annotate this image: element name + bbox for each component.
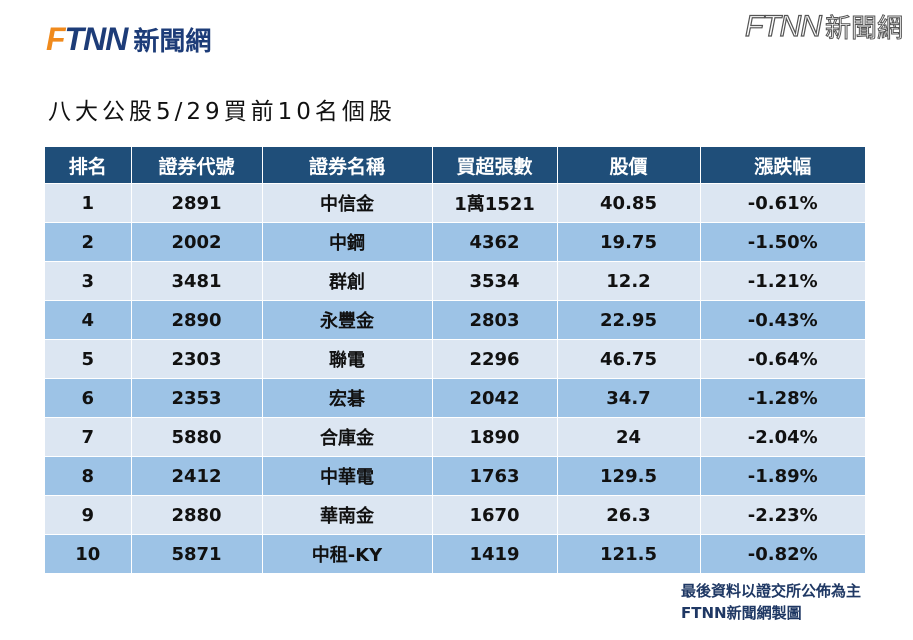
source-note: 最後資料以證交所公佈為主 FTNN新聞網製圖 (681, 580, 861, 624)
ftnn-logo-tnn: TNN (64, 21, 129, 57)
cell-price: 129.5 (557, 456, 701, 496)
table-row: 4 2890 永豐金 2803 22.95 -0.43% (45, 300, 865, 340)
cell-rank: 9 (45, 495, 132, 535)
source-note-line2: FTNN新聞網製圖 (680, 604, 802, 622)
cell-change: -1.50% (700, 222, 865, 262)
cell-net-buy: 2042 (432, 378, 558, 418)
cell-net-buy: 2803 (432, 300, 558, 340)
header-net-buy: 買超張數 (432, 147, 558, 184)
cell-name: 中鋼 (262, 222, 433, 262)
cell-code: 2890 (131, 300, 263, 340)
cell-price: 24 (557, 417, 701, 457)
cell-price: 22.95 (557, 300, 701, 340)
header-change: 漲跌幅 (700, 147, 865, 184)
cell-name: 合庫金 (262, 417, 433, 457)
watermark-brand: FTNN (744, 9, 822, 43)
cell-price: 19.75 (557, 222, 701, 262)
cell-name: 群創 (262, 261, 433, 301)
cell-change: -0.61% (700, 183, 865, 223)
cell-price: 26.3 (557, 495, 701, 535)
cell-code: 2880 (131, 495, 263, 535)
cell-rank: 6 (45, 378, 132, 418)
cell-change: -2.23% (700, 495, 865, 535)
cell-change: -0.82% (700, 534, 865, 573)
cell-rank: 8 (45, 456, 132, 496)
cell-change: -0.43% (700, 300, 865, 340)
table-row: 3 3481 群創 3534 12.2 -1.21% (45, 261, 865, 301)
ranking-table: 排名 證券代號 證券名稱 買超張數 股價 漲跌幅 1 2891 中信金 1萬15… (45, 147, 865, 573)
cell-price: 40.85 (557, 183, 701, 223)
cell-name: 宏碁 (262, 378, 433, 418)
table-row: 6 2353 宏碁 2042 34.7 -1.28% (45, 378, 865, 418)
cell-net-buy: 1419 (432, 534, 558, 573)
cell-rank: 5 (45, 339, 132, 379)
table-row: 5 2303 聯電 2296 46.75 -0.64% (45, 339, 865, 379)
cell-rank: 7 (45, 417, 132, 457)
table-row: 10 5871 中租-KY 1419 121.5 -0.82% (45, 534, 865, 573)
cell-change: -1.21% (700, 261, 865, 301)
ftnn-logo-brand: FTNN (46, 21, 129, 57)
cell-price: 121.5 (557, 534, 701, 573)
cell-code: 5871 (131, 534, 263, 573)
cell-rank: 1 (45, 183, 132, 223)
cell-net-buy: 1670 (432, 495, 558, 535)
cell-name: 聯電 (262, 339, 433, 379)
ftnn-logo-cn: 新聞網 (133, 26, 212, 57)
cell-price: 12.2 (557, 261, 701, 301)
cell-name: 中信金 (262, 183, 433, 223)
source-note-line1: 最後資料以證交所公佈為主 (680, 582, 861, 600)
ftnn-logo-f: F (46, 21, 66, 57)
cell-change: -0.64% (700, 339, 865, 379)
header-price: 股價 (557, 147, 701, 184)
cell-change: -1.89% (700, 456, 865, 496)
cell-name: 華南金 (262, 495, 433, 535)
cell-price: 46.75 (557, 339, 701, 379)
cell-code: 3481 (131, 261, 263, 301)
cell-code: 2002 (131, 222, 263, 262)
cell-code: 2412 (131, 456, 263, 496)
header-code: 證券代號 (131, 147, 263, 184)
header-rank: 排名 (45, 147, 132, 184)
table-row: 9 2880 華南金 1670 26.3 -2.23% (45, 495, 865, 535)
cell-name: 中華電 (262, 456, 433, 496)
cell-name: 永豐金 (262, 300, 433, 340)
page-title: 八大公股5/29買前10名個股 (48, 99, 396, 125)
cell-net-buy: 4362 (432, 222, 558, 262)
cell-rank: 10 (45, 534, 132, 573)
cell-name: 中租-KY (262, 534, 433, 573)
cell-code: 2353 (131, 378, 263, 418)
cell-code: 2303 (131, 339, 263, 379)
cell-change: -1.28% (700, 378, 865, 418)
cell-price: 34.7 (557, 378, 701, 418)
cell-net-buy: 2296 (432, 339, 558, 379)
cell-code: 2891 (131, 183, 263, 223)
header-name: 證券名稱 (262, 147, 433, 184)
table-row: 2 2002 中鋼 4362 19.75 -1.50% (45, 222, 865, 262)
cell-net-buy: 1萬1521 (432, 183, 558, 223)
cell-change: -2.04% (700, 417, 865, 457)
table-header-row: 排名 證券代號 證券名稱 買超張數 股價 漲跌幅 (45, 147, 865, 184)
table-row: 8 2412 中華電 1763 129.5 -1.89% (45, 456, 865, 496)
table-row: 7 5880 合庫金 1890 24 -2.04% (45, 417, 865, 457)
cell-net-buy: 1890 (432, 417, 558, 457)
ftnn-logo: FTNN 新聞網 (46, 21, 212, 57)
ftnn-watermark-logo: FTNN 新聞網 (744, 8, 903, 45)
cell-code: 5880 (131, 417, 263, 457)
cell-net-buy: 3534 (432, 261, 558, 301)
cell-rank: 2 (45, 222, 132, 262)
cell-net-buy: 1763 (432, 456, 558, 496)
cell-rank: 4 (45, 300, 132, 340)
cell-rank: 3 (45, 261, 132, 301)
table-row: 1 2891 中信金 1萬1521 40.85 -0.61% (45, 183, 865, 223)
watermark-cn: 新聞網 (824, 14, 903, 45)
